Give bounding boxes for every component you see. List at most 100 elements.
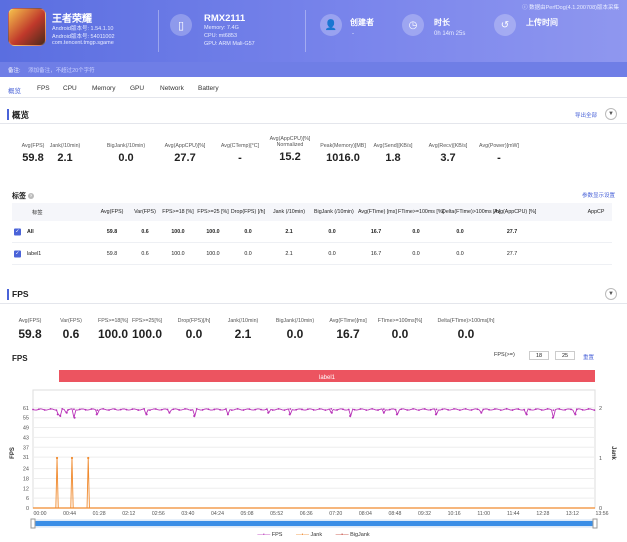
x-tick-label: 03:40 [181, 511, 194, 517]
table-row[interactable]: ✓ All 59.8 0.6 100.0 100.0 0.0 2.1 0.0 16.7 0.0 0.0… [12, 221, 612, 243]
fps-dip-point [480, 411, 483, 414]
legend-fps[interactable]: —•— FPS [257, 532, 283, 538]
column-header[interactable]: Avg(FPS) [100, 209, 124, 215]
fps-point [359, 408, 362, 410]
column-header[interactable]: Drop(FPS) [/h] [230, 209, 266, 215]
tab-memory[interactable]: Memory [92, 85, 116, 92]
fps-stat: FPS>=25[%] 100.0 [112, 318, 182, 341]
time-range-selection [35, 521, 593, 526]
chevron-down-icon[interactable]: ▼ [605, 108, 617, 120]
tab-network[interactable]: Network [160, 85, 184, 92]
fps-stat: Jank(/10min) 2.1 [208, 318, 278, 341]
x-tick-label: 07:20 [329, 511, 342, 517]
history-icon: ↺ [494, 14, 516, 36]
fps-point [552, 409, 555, 412]
fps-point [453, 408, 455, 410]
stat-label: Delta(FTime)>100ms[/h] [437, 318, 495, 324]
fps-dip-point [330, 411, 333, 414]
stat-label: Avg(FPS) [18, 318, 42, 324]
checkbox-icon[interactable]: ✓ [14, 250, 21, 257]
column-header[interactable]: FPS>=18 [%] [162, 209, 194, 215]
stat-value: 3.7 [440, 152, 456, 164]
column-header[interactable]: BigJank (/10min) [314, 209, 354, 215]
tab-fps[interactable]: FPS [37, 85, 50, 92]
x-tick-label: 13:56 [596, 511, 609, 517]
fps-dip-point [65, 411, 68, 414]
fps-point [458, 409, 461, 412]
tab-overview[interactable]: 概览 [8, 88, 21, 95]
column-header[interactable]: AppCP [587, 209, 605, 215]
fps-dip-point [525, 413, 528, 416]
stat-value: - [238, 152, 242, 164]
column-header[interactable]: Delta(FTime)>100ms [/h] [442, 209, 501, 215]
fps-stat: Var(FPS) 0.6 [36, 318, 106, 341]
fps-dip-point [73, 416, 76, 419]
x-tick-label: 06:36 [300, 511, 313, 517]
device-memory: Memory: 7.4G [204, 25, 239, 31]
fps-point [154, 408, 157, 410]
stat-label: Jank(/10min) [227, 318, 259, 324]
column-header[interactable]: FTime>=100ms [%] [398, 209, 445, 215]
notes-input[interactable]: 添加备注，不超过20个字符 [28, 68, 95, 74]
label-band-text: label1 [319, 375, 336, 381]
fps-point [301, 408, 303, 411]
y-tick-label: 43 [23, 435, 29, 441]
column-header[interactable]: Var(FPS) [134, 209, 156, 215]
table-cell: 2.1 [285, 250, 293, 257]
app-name: 王者荣耀 [52, 14, 92, 25]
overview-stat: Avg(CTemp)[°C] - [209, 143, 271, 164]
y-right-tick-label: 0 [599, 506, 602, 512]
overview-stat: Avg(AppCPU)[%] 27.7 [154, 143, 216, 164]
fps-point [505, 407, 508, 410]
x-tick-label: 11:44 [507, 511, 520, 517]
reset-button[interactable]: 重置 [583, 355, 595, 361]
column-settings-link[interactable]: 参数显示设置 [581, 193, 615, 199]
fps-point [353, 408, 356, 411]
legend-bigjank[interactable]: —•— BigJank [335, 532, 370, 538]
column-header[interactable]: Jank (/10min) [272, 209, 306, 215]
table-cell: 27.7 [506, 228, 518, 235]
column-header[interactable]: 标签 [32, 210, 43, 216]
fps-point [517, 408, 520, 410]
table-cell: 0.0 [456, 250, 464, 257]
fps-point [102, 407, 105, 410]
fps-point [131, 408, 134, 410]
fps-point [511, 409, 514, 411]
export-all-link[interactable]: 导出全部 [574, 113, 597, 119]
checkbox-icon[interactable]: ✓ [14, 228, 21, 235]
x-tick-label: 09:32 [418, 511, 431, 517]
fps-point [494, 408, 496, 410]
chevron-down-icon[interactable]: ▼ [605, 288, 617, 300]
y-tick-label: 61 [23, 406, 29, 412]
jank-point [87, 456, 90, 460]
tab-cpu[interactable]: CPU [63, 85, 77, 92]
fps-point [540, 409, 543, 411]
fps-threshold-input-2[interactable]: 25 [555, 351, 575, 360]
x-tick-label: 02:12 [122, 511, 135, 517]
version-info: ⓘ 数据由PerfDog(4.1.200708)版本采集 [522, 5, 619, 11]
legend-jank[interactable]: —•— Jank [296, 532, 323, 538]
fps-point [90, 408, 93, 410]
tab-gpu[interactable]: GPU [130, 85, 145, 92]
column-header[interactable]: FPS>=25 [%] [197, 209, 229, 215]
fps-point [113, 408, 116, 411]
column-header[interactable]: Avg(FTime) [ms] [358, 209, 397, 215]
fps-stat: BigJank(/10min) 0.0 [260, 318, 330, 341]
stat-value: 16.7 [336, 327, 360, 341]
x-tick-label: 10:16 [448, 511, 461, 517]
header-divider [158, 10, 159, 52]
tab-battery[interactable]: Battery [198, 85, 219, 92]
jank-point [70, 456, 74, 460]
creator-label: 创建者 [350, 18, 374, 27]
fps-threshold-input-1[interactable]: 18 [529, 351, 549, 360]
fps-section-title: FPS [12, 289, 29, 299]
fps-point [499, 409, 502, 412]
fps-point [61, 408, 64, 410]
fps-point [67, 409, 69, 411]
fps-point [324, 409, 327, 412]
fps-point [575, 408, 578, 411]
column-header[interactable]: Avg(AppCPU) [%] [494, 209, 537, 215]
fps-dip-point [382, 411, 385, 414]
table-row[interactable]: ✓ label1 59.8 0.6 100.0 100.0 0.0 2.1 0.0 16.7 0.0… [12, 243, 612, 265]
table-cell: 0.0 [328, 250, 336, 257]
